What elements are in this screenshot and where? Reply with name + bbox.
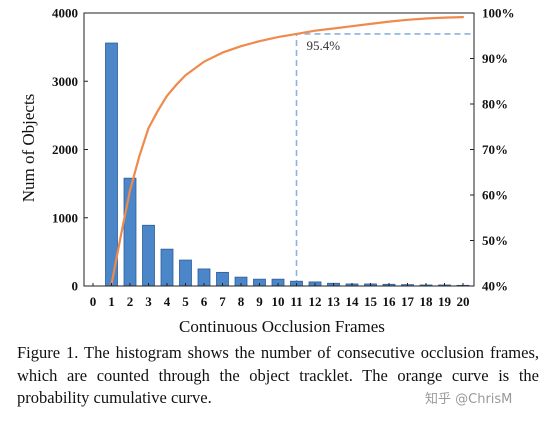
tick-labels-layer: 0 1000 2000 3000 4000 40% 50% 60% 70% 80% 90% 100% 0…	[52, 6, 515, 310]
y2-tick-label: 70%	[482, 142, 508, 157]
y2-tick-label: 80%	[482, 97, 508, 112]
y2-tick-label: 60%	[482, 188, 508, 203]
x-tick-label: 20	[457, 294, 470, 309]
x-tick-label: 15	[364, 294, 378, 309]
x-tick-label: 2	[127, 294, 134, 309]
y-tick-label: 2000	[52, 142, 78, 157]
x-tick-label: 4	[164, 294, 171, 309]
figure-caption: Figure 1. The histogram shows the number…	[17, 343, 539, 407]
x-tick-label: 17	[401, 294, 415, 309]
y2-tick-label: 50%	[482, 233, 508, 248]
x-tick-label: 12	[309, 294, 322, 309]
bars-layer	[105, 42, 470, 287]
x-axis-title: Continuous Occlusion Frames	[179, 317, 385, 336]
y2-tick-label: 40%	[482, 279, 508, 294]
bar-1	[105, 42, 118, 287]
x-tick-label: 18	[420, 294, 434, 309]
y2-tick-label: 90%	[482, 51, 508, 66]
x-tick-label: 10	[272, 294, 285, 309]
x-tick-label: 11	[290, 294, 302, 309]
axes-layer	[83, 12, 475, 287]
annotation-dashed-box	[295, 33, 474, 286]
y-axis-title: Num of Objects	[19, 94, 38, 203]
y-tick-label: 3000	[52, 74, 78, 89]
y-tick-label: 4000	[52, 6, 78, 21]
y-tick-label: 0	[72, 279, 79, 294]
x-tick-label: 1	[108, 294, 115, 309]
x-tick-label: 8	[238, 294, 245, 309]
x-tick-label: 19	[438, 294, 452, 309]
cumulative-curve-layer	[110, 16, 465, 286]
x-tick-label: 6	[201, 294, 208, 309]
x-tick-label: 16	[383, 294, 397, 309]
annotation-layer: 95.4%	[295, 33, 474, 286]
bar-3	[142, 224, 155, 287]
histogram-chart: 95.4% 0100020003000400040%50%60%70%80%90…	[19, 6, 515, 337]
cumulative-curve	[110, 16, 465, 286]
x-tick-label: 0	[90, 294, 97, 309]
x-tick-label: 14	[346, 294, 360, 309]
bar-4	[160, 248, 174, 287]
y-tick-label: 1000	[52, 210, 78, 225]
x-tick-label: 3	[145, 294, 152, 309]
annotation-label: 95.4%	[307, 38, 341, 53]
x-tick-label: 5	[182, 294, 189, 309]
x-tick-label: 7	[219, 294, 226, 309]
x-tick-label: 9	[256, 294, 263, 309]
y2-tick-label: 100%	[482, 6, 515, 21]
watermark: 知乎 @ChrisM	[425, 392, 513, 407]
x-tick-label: 13	[327, 294, 341, 309]
bar-5	[179, 259, 192, 287]
